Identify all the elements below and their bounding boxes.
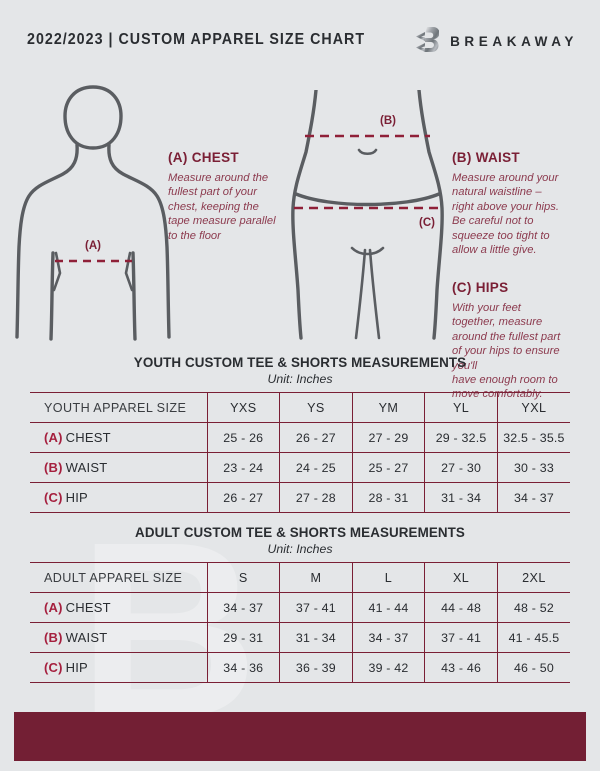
adult-cell-2-4: 46 - 50: [497, 652, 570, 683]
chest-line-label: (A): [85, 240, 101, 252]
youth-cell-1-2: 25 - 27: [352, 452, 426, 483]
youth-size-table-block: YOUTH CUSTOM TEE & SHORTS MEASUREMENTS U…: [30, 355, 570, 513]
adult-col-head-2: L: [352, 562, 426, 593]
youth-cell-0-3: 29 - 32.5: [424, 422, 498, 453]
adult-cell-1-3: 37 - 41: [424, 622, 498, 653]
youth-row-label-2: (C) HIP: [30, 482, 208, 513]
adult-col-head-1: M: [279, 562, 353, 593]
torso-figure-illustration: (A): [15, 85, 171, 341]
adult-cell-2-0: 34 - 36: [207, 652, 281, 683]
table-row: (A) CHEST 25 - 26 26 - 27 27 - 29 29 - 32…: [30, 422, 570, 453]
callout-hips: (C) HIPS With your feet together, measur…: [452, 280, 592, 402]
hip-line-label: (C): [419, 217, 435, 229]
adult-table-unit: Unit: Inches: [267, 542, 333, 556]
youth-cell-1-1: 24 - 25: [279, 452, 353, 483]
breakaway-b-monogram-icon: [416, 27, 440, 52]
youth-row-tag-2: (C): [44, 490, 63, 505]
adult-cell-1-2: 34 - 37: [352, 622, 426, 653]
callout-chest-body: Measure around the fullest part of your …: [168, 172, 276, 242]
adult-cell-1-4: 41 - 45.5: [497, 622, 570, 653]
youth-row-tag-1: (B): [44, 460, 63, 475]
callout-hips-title: (C) HIPS: [452, 280, 509, 295]
callout-waist: (B) WAIST Measure around your natural wa…: [452, 150, 587, 257]
footer-bar: [14, 712, 586, 761]
adult-row-tag-0: (A): [44, 600, 63, 615]
adult-size-table: ADULT APPAREL SIZE S M L XL 2XL (A) CHEST…: [30, 562, 570, 683]
youth-cell-0-1: 26 - 27: [279, 422, 353, 453]
youth-cell-0-2: 27 - 29: [352, 422, 426, 453]
table-row: (C) HIP 26 - 27 27 - 28 28 - 31 31 - 34 3…: [30, 482, 570, 513]
adult-row-label-1: (B) WAIST: [30, 622, 208, 653]
youth-row-label-1: (B) WAIST: [30, 452, 208, 483]
youth-col-head-1: YS: [279, 392, 353, 423]
page-title: 2022/2023 | CUSTOM APPAREL SIZE CHART: [27, 31, 366, 48]
youth-row-header-label: YOUTH APPAREL SIZE: [30, 392, 208, 423]
callout-waist-title: (B) WAIST: [452, 150, 520, 165]
brand-name: BREAKAWAY: [450, 33, 578, 49]
youth-row-tag-0: (A): [44, 430, 63, 445]
youth-cell-2-1: 27 - 28: [279, 482, 353, 513]
youth-cell-0-4: 32.5 - 35.5: [497, 422, 570, 453]
adult-row-name-1: WAIST: [65, 630, 108, 645]
youth-cell-2-4: 34 - 37: [497, 482, 570, 513]
adult-table-header-row: ADULT APPAREL SIZE S M L XL 2XL: [30, 562, 570, 593]
page-header: 2022/2023 | CUSTOM APPAREL SIZE CHART BR…: [0, 0, 600, 70]
table-row: (B) WAIST 23 - 24 24 - 25 25 - 27 27 - 30…: [30, 452, 570, 483]
youth-table-title: YOUTH CUSTOM TEE & SHORTS MEASUREMENTS: [133, 355, 467, 370]
youth-cell-1-0: 23 - 24: [207, 452, 281, 483]
adult-row-label-0: (A) CHEST: [30, 592, 208, 623]
youth-col-head-2: YM: [352, 392, 426, 423]
adult-cell-0-1: 37 - 41: [279, 592, 353, 623]
waist-line-label: (B): [380, 115, 396, 127]
adult-row-header-label: ADULT APPAREL SIZE: [30, 562, 208, 593]
adult-col-head-4: 2XL: [497, 562, 570, 593]
adult-row-label-2: (C) HIP: [30, 652, 208, 683]
adult-cell-2-3: 43 - 46: [424, 652, 498, 683]
adult-cell-2-2: 39 - 42: [352, 652, 426, 683]
youth-cell-0-0: 25 - 26: [207, 422, 281, 453]
youth-row-name-2: HIP: [65, 490, 88, 505]
adult-cell-1-1: 31 - 34: [279, 622, 353, 653]
callout-hips-body: With your feet together, measure around …: [452, 302, 561, 401]
adult-row-name-2: HIP: [65, 660, 88, 675]
adult-col-head-3: XL: [424, 562, 498, 593]
measurement-illustrations: (A) (B) (C): [0, 70, 600, 400]
adult-cell-2-1: 36 - 39: [279, 652, 353, 683]
youth-row-name-1: WAIST: [65, 460, 108, 475]
callout-chest: (A) CHEST Measure around the fullest par…: [168, 150, 296, 243]
youth-size-table: YOUTH APPAREL SIZE YXS YS YM YL YXL (A) C…: [30, 392, 570, 513]
youth-col-head-0: YXS: [207, 392, 281, 423]
lower-body-figure-illustration: (B) (C): [291, 90, 444, 340]
brand-logo: BREAKAWAY: [412, 26, 578, 56]
adult-cell-0-2: 41 - 44: [352, 592, 426, 623]
adult-size-table-block: ADULT CUSTOM TEE & SHORTS MEASUREMENTS U…: [30, 525, 570, 683]
adult-cell-0-4: 48 - 52: [497, 592, 570, 623]
youth-cell-2-2: 28 - 31: [352, 482, 426, 513]
youth-cell-1-3: 27 - 30: [424, 452, 498, 483]
adult-row-tag-1: (B): [44, 630, 63, 645]
youth-cell-1-4: 30 - 33: [497, 452, 570, 483]
adult-cell-0-0: 34 - 37: [207, 592, 281, 623]
callout-waist-body: Measure around your natural waistline – …: [452, 172, 559, 257]
youth-row-name-0: CHEST: [65, 430, 111, 445]
youth-table-unit: Unit: Inches: [267, 372, 333, 386]
youth-row-label-0: (A) CHEST: [30, 422, 208, 453]
youth-table-header-row: YOUTH APPAREL SIZE YXS YS YM YL YXL: [30, 392, 570, 423]
youth-col-head-4: YXL: [497, 392, 570, 423]
table-row: (A) CHEST 34 - 37 37 - 41 41 - 44 44 - 48…: [30, 592, 570, 623]
table-row: (C) HIP 34 - 36 36 - 39 39 - 42 43 - 46 4…: [30, 652, 570, 683]
adult-row-tag-2: (C): [44, 660, 63, 675]
adult-table-title: ADULT CUSTOM TEE & SHORTS MEASUREMENTS: [135, 525, 465, 540]
adult-col-head-0: S: [207, 562, 281, 593]
adult-cell-0-3: 44 - 48: [424, 592, 498, 623]
youth-cell-2-0: 26 - 27: [207, 482, 281, 513]
youth-col-head-3: YL: [424, 392, 498, 423]
adult-row-name-0: CHEST: [65, 600, 111, 615]
callout-chest-title: (A) CHEST: [168, 150, 239, 165]
youth-cell-2-3: 31 - 34: [424, 482, 498, 513]
table-row: (B) WAIST 29 - 31 31 - 34 34 - 37 37 - 41…: [30, 622, 570, 653]
adult-cell-1-0: 29 - 31: [207, 622, 281, 653]
